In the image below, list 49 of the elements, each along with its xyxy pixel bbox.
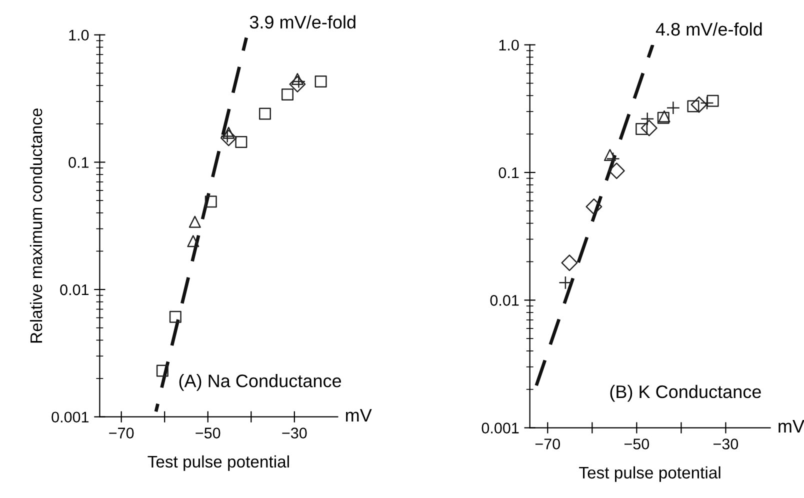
y-tick-label: 0.01 xyxy=(490,294,519,306)
point xyxy=(706,94,719,107)
point xyxy=(636,123,648,136)
y-tick-label: 1.0 xyxy=(499,40,519,51)
x-tick-label: −50 xyxy=(624,438,650,450)
point xyxy=(289,76,306,92)
point xyxy=(314,76,327,88)
point xyxy=(156,364,168,377)
x-tick-label: −70 xyxy=(535,438,560,450)
x-axis-title: Test pulse potential xyxy=(579,466,720,482)
x-tick-label: −30 xyxy=(714,438,738,450)
point xyxy=(608,162,625,180)
point xyxy=(281,88,294,101)
point xyxy=(558,276,572,290)
point xyxy=(169,310,182,323)
x-axis-title: Test pulse potential xyxy=(148,455,289,471)
point xyxy=(220,130,237,146)
point xyxy=(258,108,271,120)
point xyxy=(640,112,654,126)
annotation: (A) Na Conductance xyxy=(179,374,342,391)
y-tick-label: 0.1 xyxy=(68,157,89,168)
point xyxy=(292,74,306,88)
point xyxy=(561,254,578,272)
point xyxy=(604,149,616,162)
point xyxy=(606,152,620,166)
x-tick-label: −30 xyxy=(282,428,307,438)
point xyxy=(700,96,714,110)
text: mV xyxy=(778,420,804,432)
annotation: 4.8 mV/e-fold xyxy=(656,22,762,36)
annotation: 3.9 mV/e-fold xyxy=(250,15,356,29)
point xyxy=(640,120,658,136)
annotation: (B) K Conductance xyxy=(610,384,761,402)
y-tick-label: 0.1 xyxy=(498,167,519,178)
x-tick-label: −70 xyxy=(109,428,134,438)
y-axis-title: Relative maximum conductance xyxy=(30,108,42,343)
point xyxy=(220,129,234,144)
x-tick-label: −50 xyxy=(196,428,220,438)
point xyxy=(690,96,708,113)
point xyxy=(204,196,217,208)
y-tick-label: 0.001 xyxy=(52,412,89,423)
y-tick-label: 0.01 xyxy=(60,284,89,296)
point xyxy=(235,136,248,148)
point xyxy=(187,235,200,248)
point xyxy=(586,198,602,215)
y-tick-label: 1.0 xyxy=(69,30,89,41)
y-tick-label: 0.001 xyxy=(482,422,519,434)
point xyxy=(188,216,201,228)
point xyxy=(666,100,680,115)
text: mV xyxy=(346,409,372,422)
